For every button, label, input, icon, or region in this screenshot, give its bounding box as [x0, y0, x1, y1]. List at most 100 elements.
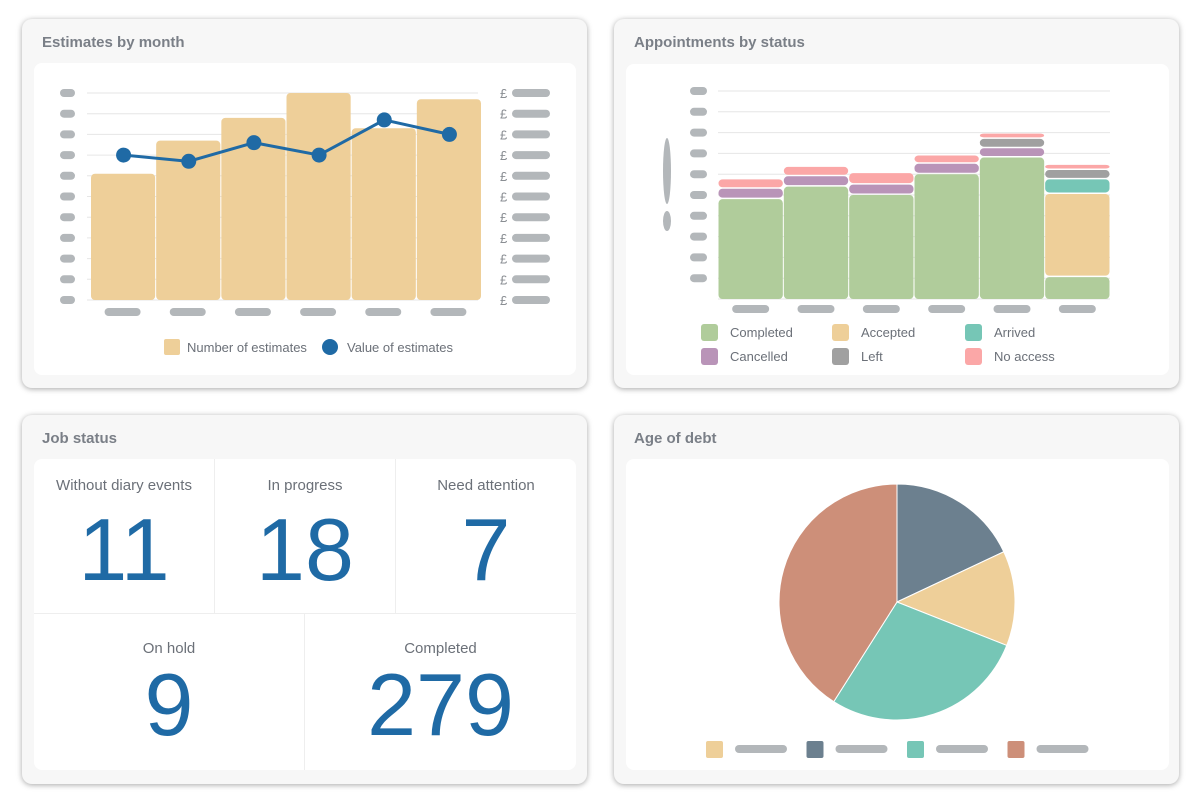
y2-tick-prefix: £: [500, 127, 508, 142]
y2-tick-prefix: £: [500, 252, 508, 267]
y2-tick-prefix: £: [500, 210, 508, 225]
y-tick-label: [690, 128, 707, 137]
point-value-of-estimates: [246, 135, 262, 151]
debt-chart: [626, 459, 1169, 770]
legend-swatch: [832, 324, 849, 341]
card-title: Job status: [42, 430, 118, 447]
tile-in-progress[interactable]: In progress 18: [215, 459, 396, 614]
legend-label: No access: [994, 349, 1055, 364]
y-tick-label: [690, 253, 707, 262]
pie-slice: [833, 601, 1008, 721]
y-tick-label: [690, 274, 707, 283]
y-axis-title: [663, 211, 671, 231]
y-tick-label: [60, 213, 75, 222]
y2-tick-label: [512, 254, 550, 263]
bar-segment-cancelled: [718, 188, 783, 198]
legend-label: [1036, 745, 1089, 753]
x-tick-label: [797, 305, 835, 313]
x-tick-label: [732, 305, 770, 313]
bar-number-of-estimates: [286, 93, 351, 300]
x-tick-label: [234, 308, 271, 316]
bar-segment-completed: [1045, 277, 1110, 299]
y-tick-label: [60, 109, 75, 118]
y2-tick-label: [512, 151, 550, 160]
point-value-of-estimates: [376, 112, 392, 128]
appointments-chart-svg: Completed Accepted Arrived Cancelled Left No …: [663, 87, 1110, 365]
bar-segment-completed: [849, 195, 914, 299]
y-tick-label: [690, 232, 707, 241]
legend-swatch: [965, 324, 982, 341]
legend-label: Accepted: [861, 325, 915, 340]
y2-tick-label: [512, 275, 550, 284]
x-tick-label: [928, 305, 966, 313]
y2-tick-label: [512, 296, 550, 304]
appointments-card: Appointments by status Completed Accepted…: [614, 19, 1179, 388]
y-tick-label: [60, 130, 75, 139]
point-value-of-estimates: [441, 126, 457, 142]
x-tick-label: [862, 305, 900, 313]
legend-label: [735, 745, 787, 753]
legend-swatch: [1007, 741, 1025, 758]
y-tick-label: [60, 192, 75, 201]
y-tick-label: [690, 170, 707, 179]
y-tick-label: [690, 211, 707, 220]
y2-tick-label: [512, 233, 550, 242]
bar-segment-left: [1045, 170, 1110, 178]
y2-tick-label: [512, 192, 550, 201]
legend-label: Left: [861, 349, 883, 364]
bar-segment-no-access: [1045, 164, 1110, 169]
tile-completed[interactable]: Completed 279: [305, 614, 576, 770]
bar-segment-cancelled: [914, 163, 979, 173]
x-tick-label: [169, 308, 206, 316]
bar-segment-no-access: [979, 133, 1045, 138]
y2-tick-prefix: £: [500, 190, 508, 205]
pie-slice: [778, 483, 898, 703]
bar-number-of-estimates: [91, 173, 156, 300]
bar-segment-arrived: [1045, 179, 1110, 193]
pie-slice: [896, 483, 1005, 603]
legend-swatch: [701, 324, 718, 341]
y-tick-label: [60, 151, 75, 160]
card-title: Estimates by month: [42, 34, 185, 51]
point-value-of-estimates: [116, 147, 132, 163]
y-axis-title: [663, 138, 671, 204]
legend-label-number: Number of estimates: [187, 340, 307, 355]
bar-number-of-estimates: [416, 99, 481, 301]
y2-tick-prefix: £: [500, 148, 508, 163]
bar-number-of-estimates: [221, 117, 286, 300]
tile-need-attention[interactable]: Need attention 7: [396, 459, 576, 614]
y2-tick-prefix: £: [500, 293, 508, 308]
legend-swatch-value: [322, 339, 338, 355]
y-tick-label: [690, 191, 707, 199]
y2-tick-prefix: £: [500, 272, 508, 287]
bar-segment-left: [979, 138, 1045, 147]
debt-chart-svg: [706, 483, 1089, 758]
card-title: Age of debt: [634, 430, 717, 447]
estimates-card: Estimates by month £ £ £ £ £ £ £ £ £ £ £ Number of …: [22, 19, 587, 388]
tile-label: Without diary events: [56, 477, 192, 494]
legend-swatch: [706, 741, 723, 758]
x-tick-label: [300, 308, 337, 316]
legend-swatch: [965, 348, 982, 365]
y-tick-label: [60, 171, 75, 180]
legend-swatch: [832, 348, 849, 365]
point-value-of-estimates: [181, 153, 197, 169]
legend-swatch: [907, 741, 924, 758]
y-tick-label: [60, 254, 75, 263]
bar-segment-cancelled: [979, 148, 1045, 157]
y2-tick-label: [512, 89, 550, 97]
legend-label: Completed: [730, 325, 793, 340]
bar-segment-no-access: [849, 173, 914, 184]
bar-segment-accepted: [1045, 193, 1110, 276]
legend-label-value: Value of estimates: [347, 340, 453, 355]
y-tick-label: [690, 149, 707, 158]
tile-on-hold[interactable]: On hold 9: [34, 614, 305, 770]
x-tick-label: [365, 308, 402, 316]
job-status-card: Job status Without diary events 11 In pr…: [22, 415, 587, 784]
bar-segment-completed: [718, 199, 783, 299]
legend-label: [835, 745, 888, 753]
pie-slice: [895, 551, 1016, 647]
tile-value: 7: [461, 500, 511, 599]
tile-without-diary-events[interactable]: Without diary events 11: [34, 459, 215, 614]
tile-label: Need attention: [437, 477, 535, 494]
